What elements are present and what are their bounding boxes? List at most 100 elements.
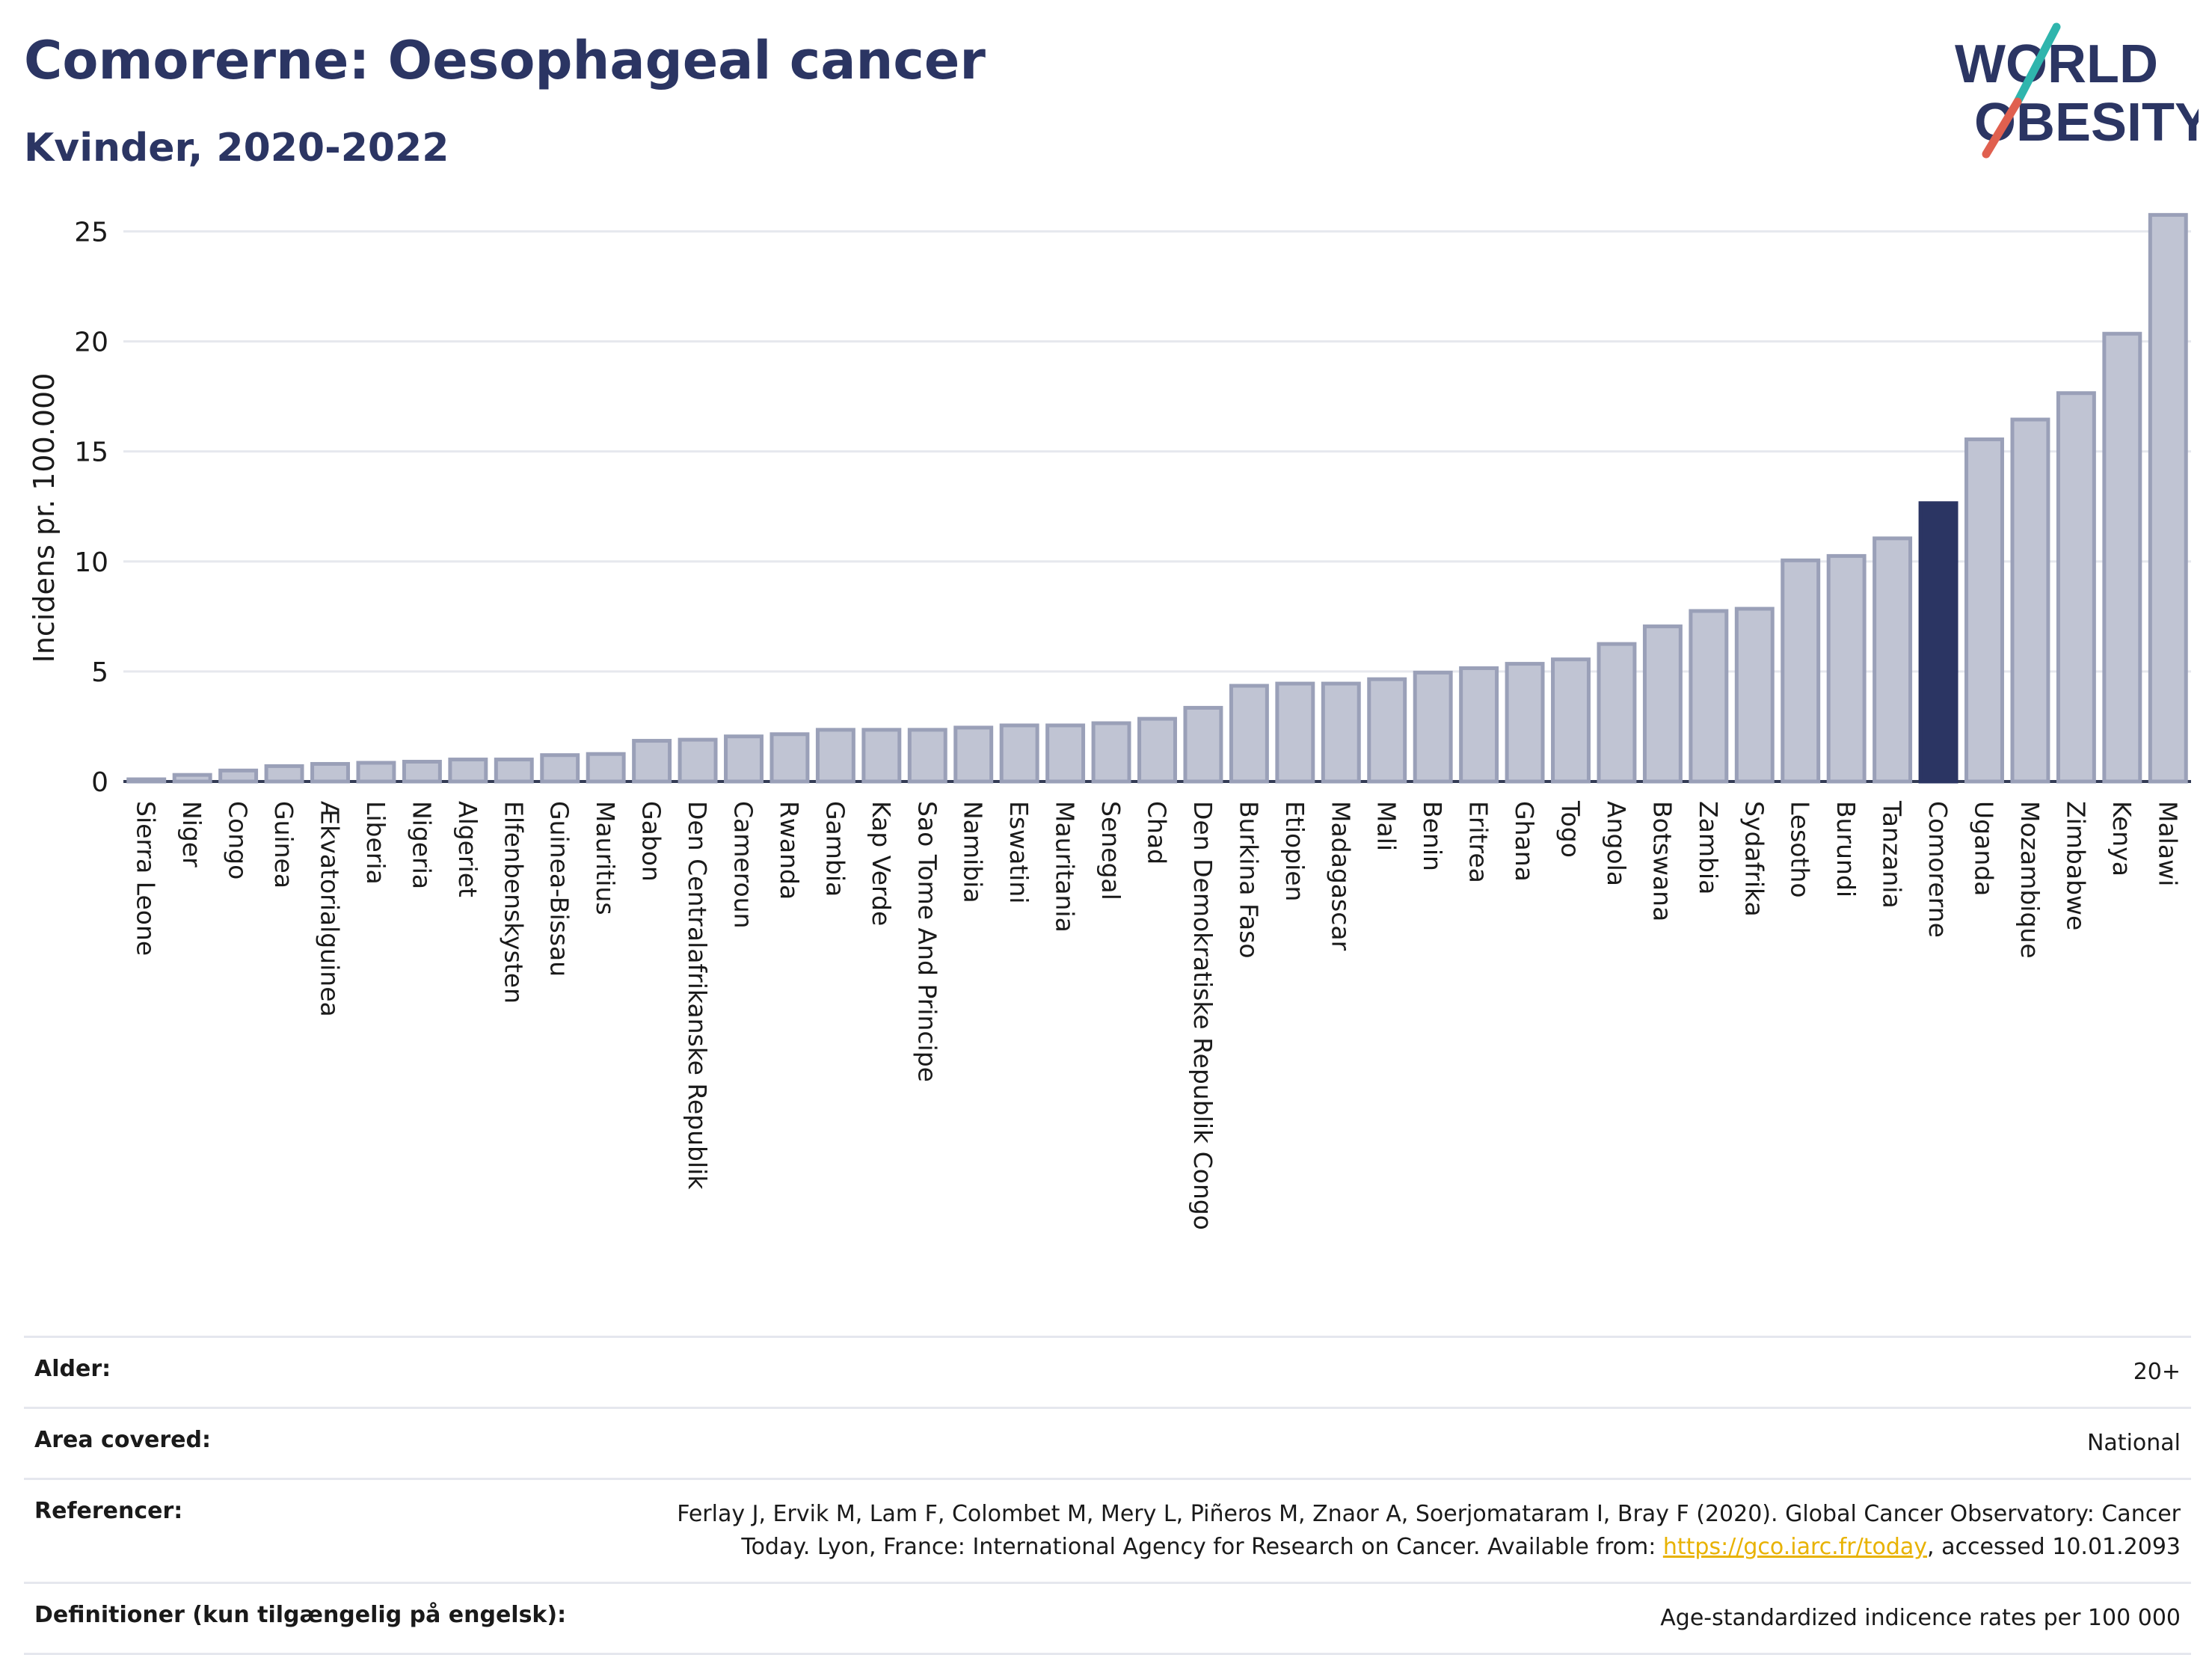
x-tick-label: Ækvatorialguinea — [316, 801, 345, 1017]
x-tick-label: Kap Verde — [867, 801, 896, 926]
bar[interactable] — [999, 723, 1039, 784]
info-label: Referencer: — [34, 1498, 183, 1524]
y-tick-labels: 0 5 10 15 20 25 — [74, 217, 108, 798]
x-tick-label: Comorerne — [1923, 801, 1953, 938]
bar[interactable] — [310, 761, 350, 784]
bar[interactable] — [1689, 609, 1729, 784]
bar[interactable] — [264, 764, 304, 784]
bar[interactable] — [632, 739, 672, 784]
y-tick-label: 5 — [91, 657, 108, 688]
bar[interactable] — [724, 734, 764, 784]
logo-slash-teal — [2013, 22, 2061, 106]
bar[interactable] — [1734, 607, 1775, 784]
bar[interactable] — [540, 753, 580, 784]
bar[interactable] — [1413, 670, 1453, 784]
y-tick-label: 0 — [91, 767, 108, 798]
bar[interactable] — [2102, 331, 2142, 784]
x-tick-label: Elfenbenskysten — [499, 801, 528, 1004]
bar[interactable] — [1459, 666, 1499, 784]
y-tick-label: 20 — [74, 328, 108, 358]
x-tick-label: Mauritania — [1051, 801, 1080, 933]
info-label: Definitioner (kun tilgængelig på engelsk… — [34, 1602, 567, 1628]
info-row-references: Referencer: Ferlay J, Ervik M, Lam F, Co… — [24, 1478, 2191, 1582]
bar[interactable] — [907, 728, 947, 784]
bar[interactable] — [1505, 662, 1545, 784]
reference-accessed: , accessed 10.01.2093 — [1927, 1534, 2181, 1560]
x-tick-label: Senegal — [1096, 801, 1125, 900]
x-tick-label: Benin — [1418, 801, 1447, 871]
info-table: Alder: 20+ Area covered: National Refere… — [24, 1336, 2191, 1655]
x-tick-label: Malawi — [2153, 801, 2182, 886]
bar[interactable] — [1551, 657, 1591, 784]
x-tick-label: Burkina Faso — [1234, 801, 1263, 959]
bar[interactable] — [1137, 716, 1177, 784]
bar[interactable] — [769, 732, 810, 784]
bar[interactable] — [1045, 723, 1086, 784]
x-tick-label: Burundi — [1831, 801, 1861, 897]
x-tick-label: Eritrea — [1464, 801, 1493, 883]
info-label: Alder: — [34, 1356, 111, 1382]
bar[interactable] — [2056, 391, 2096, 784]
x-tick-label: Ghana — [1510, 801, 1539, 882]
bar[interactable] — [356, 761, 396, 784]
info-row-area: Area covered: National — [24, 1407, 2191, 1478]
x-tick-label: Algeriet — [453, 801, 482, 897]
x-tick-label: Lesotho — [1786, 801, 1815, 898]
bar[interactable] — [1781, 558, 1821, 784]
bar[interactable] — [1321, 681, 1361, 784]
x-tick-labels: Sierra Leone Niger Congo Guinea Ækvatorialgu… — [132, 800, 2183, 1230]
bar[interactable] — [1597, 642, 1637, 784]
x-tick-label: Congo — [224, 801, 253, 879]
info-label: Area covered: — [34, 1427, 211, 1453]
bar[interactable] — [1275, 681, 1315, 784]
bar[interactable] — [2148, 212, 2188, 784]
bar[interactable] — [861, 728, 902, 784]
bar[interactable] — [448, 758, 488, 784]
bar[interactable] — [126, 777, 167, 784]
bar-chart: 0 5 10 15 20 25 Sierra Leone Niger Congo Guinea Æ… — [28, 212, 2191, 1230]
bar[interactable] — [953, 725, 994, 784]
x-tick-label: Togo — [1556, 800, 1585, 858]
info-value: Ferlay J, Ervik M, Lam F, Colombet M, Me… — [610, 1498, 2181, 1564]
logo-line1: WORLD — [1955, 34, 2158, 94]
reference-link[interactable]: https://gco.iarc.fr/today — [1662, 1534, 1928, 1560]
x-tick-label: Tanzania — [1878, 800, 1907, 909]
bar[interactable] — [2010, 417, 2050, 784]
x-tick-label: Madagascar — [1326, 801, 1355, 951]
info-value: National — [2086, 1430, 2181, 1456]
bar[interactable] — [1872, 536, 1913, 784]
x-tick-label: Guinea — [269, 801, 298, 888]
bar[interactable] — [1367, 677, 1407, 784]
x-tick-label: Uganda — [1970, 801, 1999, 896]
x-tick-label: Zimbabwe — [2061, 801, 2090, 930]
x-tick-label: Gambia — [820, 801, 850, 897]
bar[interactable] — [172, 773, 212, 784]
y-tick-label: 10 — [74, 547, 108, 578]
chart-subtitle: Kvinder, 2020-2022 — [24, 126, 449, 171]
info-value: Age-standardized indicence rates per 100… — [1660, 1605, 2181, 1631]
x-tick-label: Mozambique — [2015, 801, 2044, 959]
x-tick-label: Den Centralafrikanske Republik — [683, 801, 712, 1190]
x-tick-label: Kenya — [2107, 801, 2136, 876]
bar[interactable] — [815, 728, 855, 784]
bar[interactable] — [1826, 553, 1867, 784]
bar-highlight[interactable] — [1918, 501, 1958, 784]
bar[interactable] — [494, 758, 534, 784]
bar[interactable] — [586, 752, 626, 784]
logo-line2: OBESITY — [1974, 93, 2199, 153]
info-row-age: Alder: 20+ — [24, 1336, 2191, 1407]
y-tick-label: 15 — [74, 437, 108, 468]
bar[interactable] — [1642, 624, 1683, 784]
bar[interactable] — [1091, 721, 1131, 784]
x-tick-label: Sao Tome And Principe — [912, 801, 941, 1082]
bar[interactable] — [678, 737, 718, 784]
bar[interactable] — [1964, 437, 2004, 784]
x-tick-label: Etiopien — [1280, 801, 1309, 901]
bar[interactable] — [1183, 705, 1223, 784]
bar[interactable] — [1229, 684, 1269, 784]
bar[interactable] — [402, 760, 442, 784]
chart-title: Comorerne: Oesophageal cancer — [24, 30, 986, 91]
bar[interactable] — [218, 768, 259, 784]
x-tick-label: Mali — [1372, 801, 1401, 851]
x-tick-label: Chad — [1143, 801, 1172, 865]
